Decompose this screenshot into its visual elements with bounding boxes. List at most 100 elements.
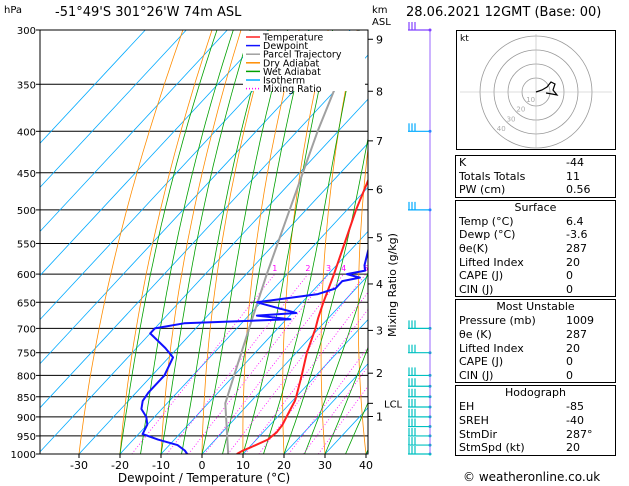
index-row: PW (cm) 0.56 (456, 183, 615, 197)
hodograph-row: SREH -40 (456, 414, 615, 428)
pressure-tick-label: 700 (17, 324, 36, 335)
mixing-ratio-line (258, 308, 368, 454)
legend-entry: Dry Adiabat (263, 58, 320, 69)
temperature-tick-label: -20 (111, 459, 129, 472)
surface-title: Surface (514, 200, 557, 214)
most-unstable-value: 1009 (566, 314, 594, 328)
isotherm-line (40, 54, 368, 409)
index-label: K (459, 156, 467, 169)
temperature-line (236, 178, 368, 454)
isotherm-line (283, 363, 368, 454)
dry-adiabat (429, 30, 448, 454)
most-unstable-row: CIN (J) 0 (456, 369, 615, 383)
dry-adiabat (119, 30, 213, 454)
isotherm-line (40, 30, 228, 233)
wet-adiabat (324, 346, 368, 454)
mixing-ratio-line (131, 273, 276, 454)
km-tick-label: 3 (376, 324, 383, 337)
most-unstable-value: 287 (566, 327, 587, 341)
legend-entry: Wet Adiabat (263, 67, 321, 78)
wet-adiabat (201, 30, 289, 454)
dewpoint-line (140, 246, 368, 454)
most-unstable-value: 20 (566, 341, 580, 355)
mixing-ratio-label: 2 (305, 264, 310, 273)
pressure-tick-label: 600 (17, 270, 36, 281)
most-unstable-label: Pressure (mb) (459, 314, 536, 328)
km-tick-label: 6 (376, 184, 383, 197)
x-axis-label: Dewpoint / Temperature (°C) (118, 471, 290, 485)
temperature-tick-label: 30 (318, 459, 332, 472)
mixing-ratio-line (227, 273, 367, 454)
index-value: 11 (566, 169, 580, 183)
pressure-tick-label: 1000 (11, 450, 36, 461)
isotherm-line (119, 186, 368, 454)
lcl-label: LCL (384, 399, 403, 410)
km-label: km (372, 5, 388, 16)
surface-row: Temp (°C) 6.4 (456, 215, 615, 229)
mixing-ratio-line (166, 273, 309, 454)
km-tick-label: 9 (376, 33, 383, 46)
pressure-tick-label: 350 (17, 80, 36, 91)
hodograph-ring-label: 10 (526, 96, 535, 104)
hodograph-box: Hodograph EH -85 SREH -40 StmDir 287° StmSpd (… (455, 385, 616, 456)
km-tick-label: 8 (376, 85, 383, 98)
hodograph-label: EH (459, 400, 475, 414)
hodograph-row: EH -85 (456, 400, 615, 414)
legend-box (243, 31, 365, 91)
location-title: -51°49'S 301°26'W 74m ASL (55, 5, 242, 20)
mixing-ratio-line (288, 346, 368, 454)
hodograph-row: StmSpd (kt) 20 (456, 441, 615, 455)
temperature-tick-label: 40 (359, 459, 373, 472)
legend-entry: Temperature (262, 33, 323, 44)
wet-adiabat (222, 30, 310, 454)
surface-label: CIN (J) (459, 282, 494, 296)
temperature-tick-label: -30 (70, 459, 88, 472)
most-unstable-title: Most Unstable (496, 300, 575, 314)
dry-adiabat (320, 30, 358, 454)
most-unstable-value: 0 (566, 355, 573, 369)
pressure-tick-label: 800 (17, 371, 36, 382)
dry-adiabat (619, 30, 629, 454)
hodograph-title: Hodograph (505, 386, 566, 400)
surface-box: Surface Temp (°C) 6.4 Dewp (°C) -3.6 θe(K) 28… (455, 199, 616, 298)
temperature-tick-label: 20 (277, 459, 291, 472)
wet-adiabat (140, 30, 234, 454)
mixing-ratio-line (244, 291, 368, 454)
dry-adiabat (78, 30, 184, 454)
hodograph-value: -85 (566, 400, 584, 414)
isotherm-line (78, 142, 368, 454)
hodograph-label: StmSpd (kt) (459, 441, 525, 455)
most-unstable-row: θe (K) 287 (456, 328, 615, 342)
pressure-tick-label: 850 (17, 393, 36, 404)
surface-row: θe(K) 287 (456, 242, 615, 256)
hodograph-label: StmDir (459, 427, 498, 441)
most-unstable-label: θe (K) (459, 327, 492, 341)
wet-adiabat (345, 401, 368, 454)
isotherm-line (40, 30, 146, 144)
surface-value: -3.6 (566, 228, 588, 242)
legend-entry: Parcel Trajectory (263, 50, 342, 61)
datetime-title: 28.06.2021 12GMT (Base: 00) (406, 5, 602, 20)
mixing-ratio-label: 8 (379, 264, 384, 273)
mixing-ratio-label: 4 (341, 264, 346, 273)
most-unstable-row: Lifted Index 20 (456, 342, 615, 356)
mixing-ratio-axis-label: Mixing Ratio (g/kg) (386, 233, 399, 337)
isotherm-line (40, 30, 187, 188)
pressure-tick-label: 650 (17, 298, 36, 309)
indices-box: K -44 Totals Totals 11 PW (cm) 0.56 (455, 155, 616, 198)
isotherm-line (160, 230, 368, 454)
wet-adiabat (283, 136, 368, 454)
pressure-tick-label: 300 (17, 26, 36, 37)
surface-label: Dewp (°C) (459, 228, 516, 242)
surface-value: 0 (566, 282, 573, 296)
km-tick-label: 7 (376, 135, 383, 148)
wet-adiabat (242, 30, 334, 454)
wet-adiabat (263, 30, 360, 454)
mixing-ratio-label: 1 (272, 264, 277, 273)
dry-adiabat (160, 30, 242, 454)
surface-value: 6.4 (566, 214, 584, 228)
wet-adiabat (119, 30, 218, 454)
isotherm-line (40, 98, 368, 453)
most-unstable-label: CIN (J) (459, 368, 494, 382)
